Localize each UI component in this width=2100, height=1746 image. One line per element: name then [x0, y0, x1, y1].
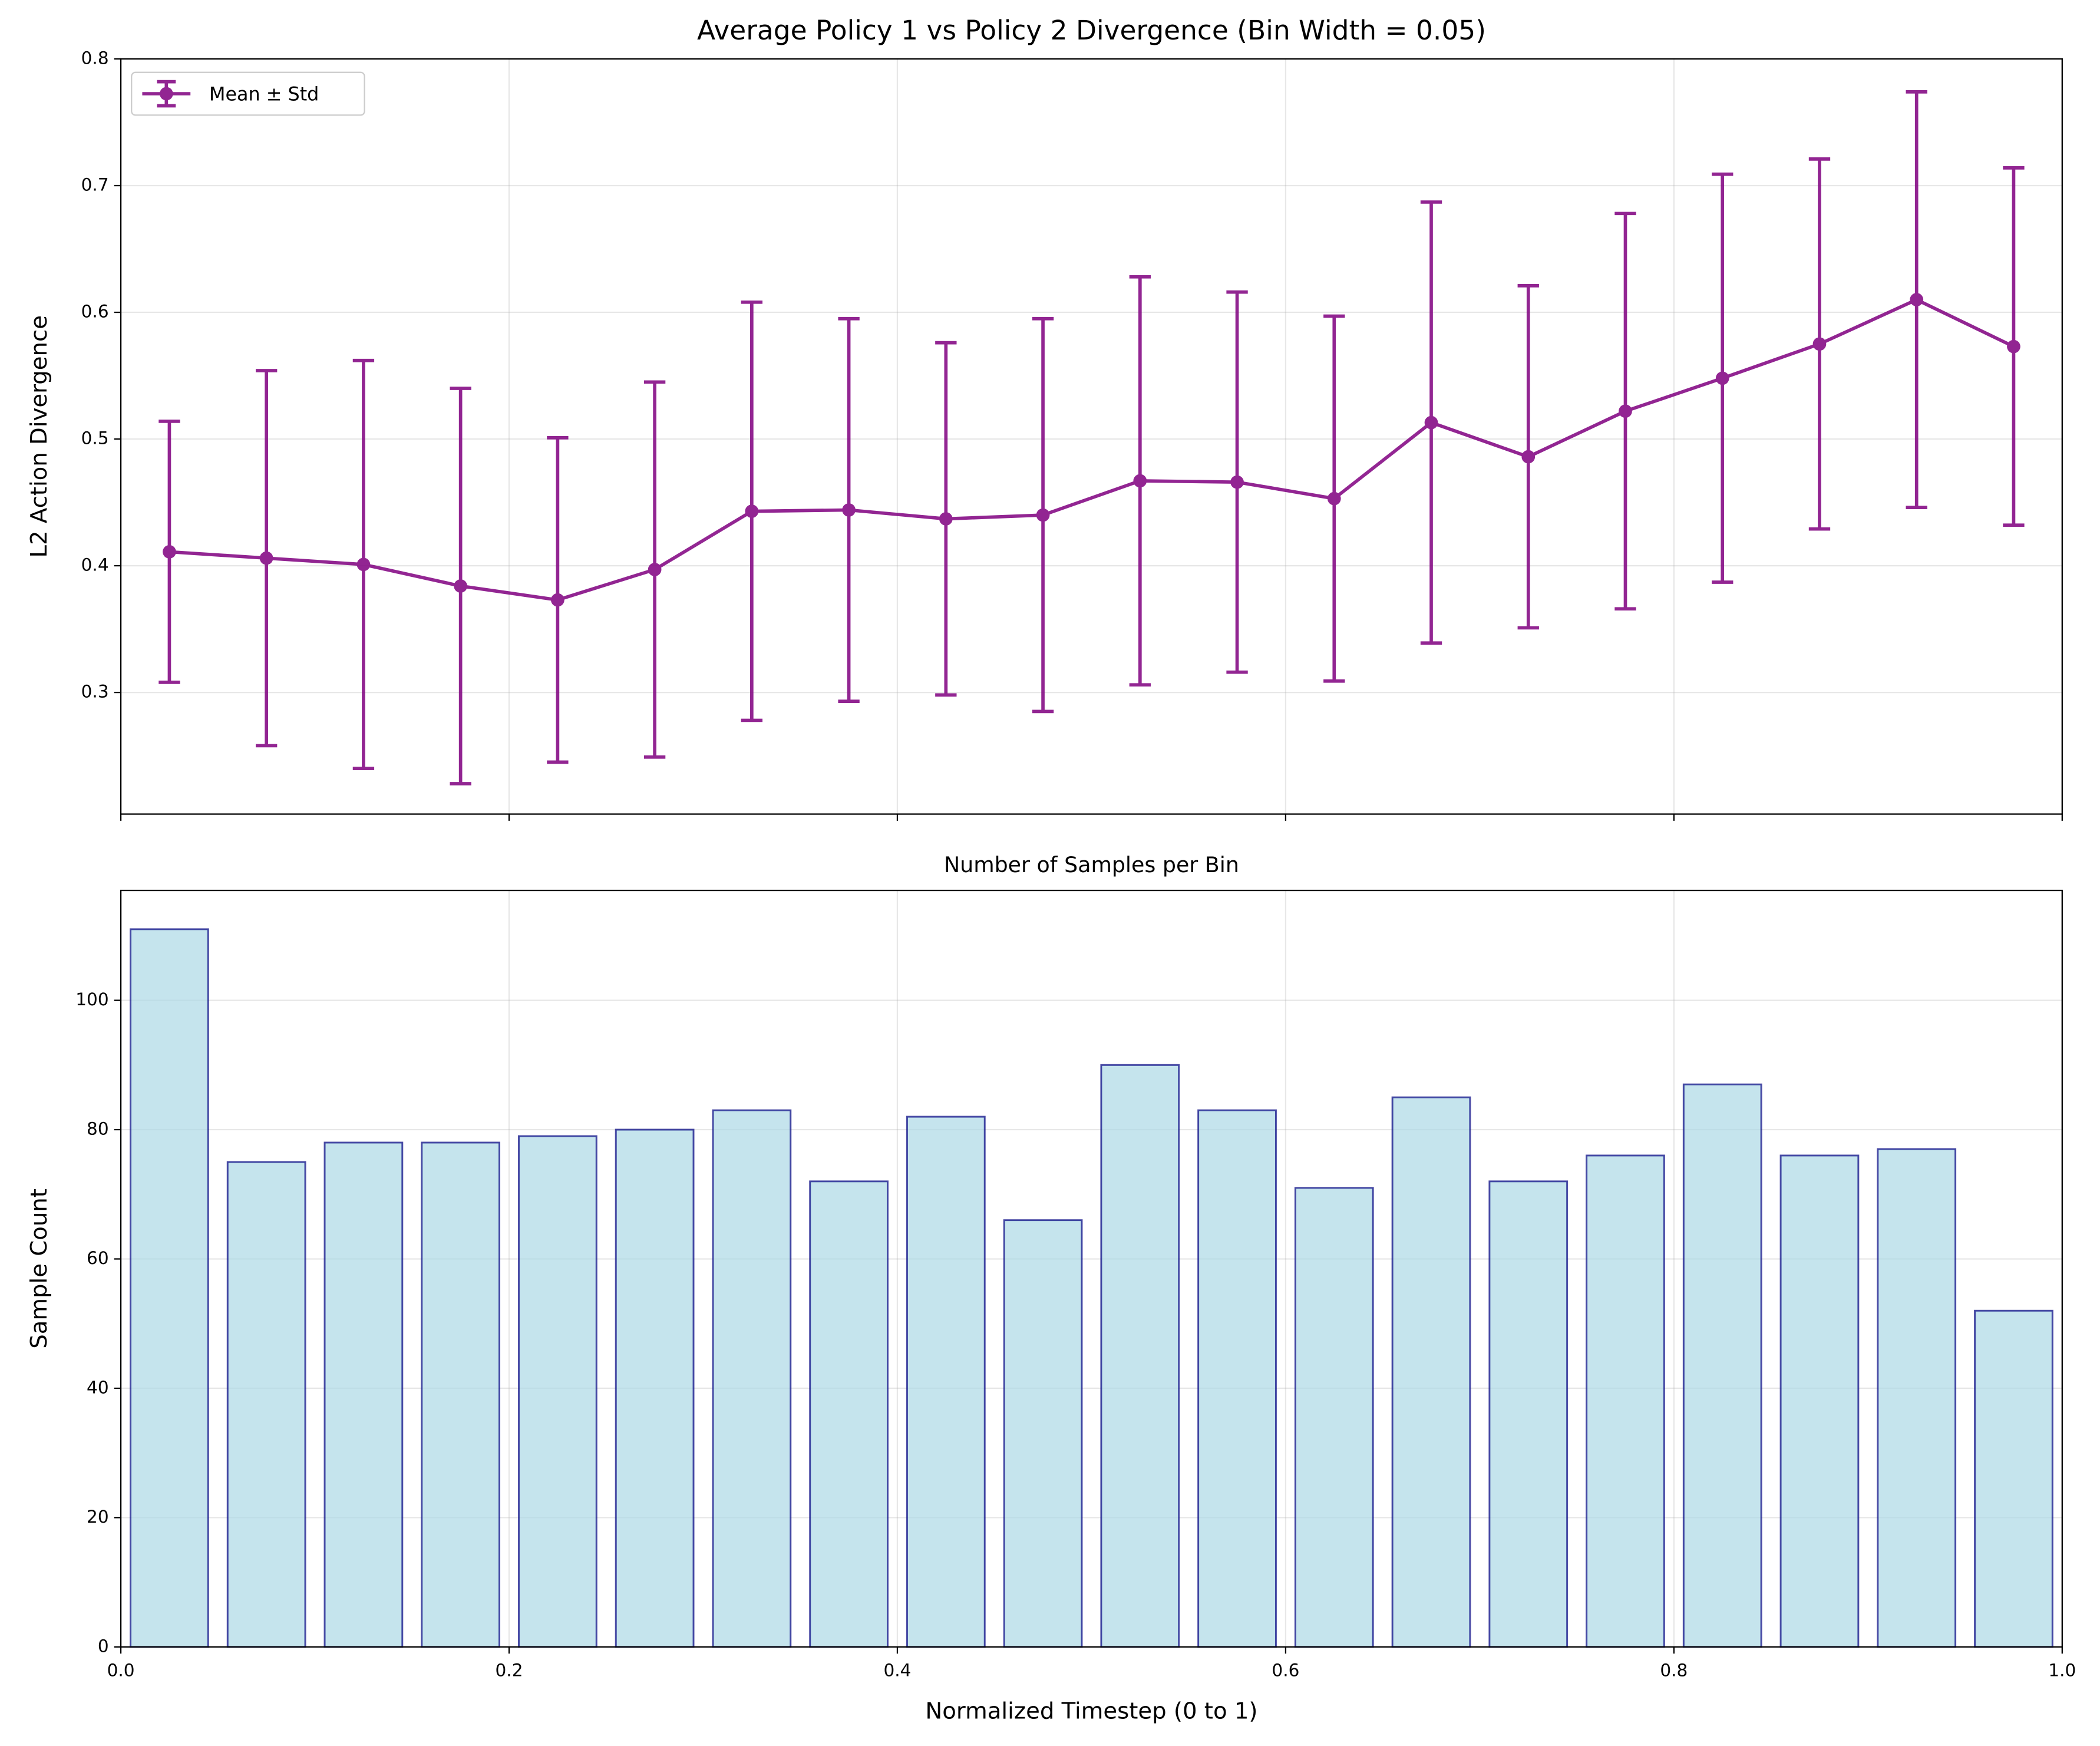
marker	[259, 551, 273, 565]
legend-symbol	[142, 80, 191, 108]
plot-frame	[120, 889, 2063, 1648]
marker	[163, 545, 176, 559]
x-tick-label: 0.8	[1660, 1660, 1688, 1680]
marker	[939, 512, 953, 526]
y-tick-label: 0.3	[81, 682, 109, 702]
bar	[421, 1141, 501, 1648]
chart-title: Number of Samples per Bin	[944, 852, 1239, 877]
x-tick-label: 0.4	[883, 1660, 911, 1680]
y-axis-label: Sample Count	[26, 1189, 52, 1349]
plot-frame	[120, 58, 2063, 815]
legend-marker	[159, 87, 173, 101]
chart-title: Average Policy 1 vs Policy 2 Divergence …	[697, 15, 1486, 46]
x-tick-label: 0.2	[496, 1660, 523, 1680]
y-tick-label: 0.7	[81, 175, 109, 195]
marker	[1133, 474, 1147, 488]
marker	[648, 563, 662, 576]
bar	[323, 1141, 404, 1648]
x-axis-label: Normalized Timestep (0 to 1)	[925, 1698, 1257, 1725]
bar	[809, 1180, 889, 1648]
bar	[1586, 1154, 1665, 1648]
bar	[615, 1128, 695, 1648]
marker	[356, 557, 371, 572]
bar	[1974, 1309, 2053, 1648]
bar	[1779, 1154, 1860, 1648]
bar	[1877, 1148, 1957, 1648]
marker	[1036, 508, 1050, 522]
marker	[1910, 293, 1924, 306]
bar	[130, 928, 209, 1648]
y-tick-label: 40	[87, 1377, 109, 1397]
y-axis-label: L2 Action Divergence	[26, 315, 52, 558]
bar	[712, 1109, 792, 1648]
x-tick-label: 0.6	[1272, 1660, 1299, 1680]
marker	[1424, 415, 1438, 430]
y-tick-label: 0.6	[81, 302, 109, 322]
marker	[842, 503, 856, 517]
legend-label: Mean ± Std	[209, 82, 319, 105]
marker	[1521, 450, 1536, 464]
marker	[1230, 475, 1244, 489]
bar	[518, 1135, 597, 1648]
marker	[1619, 404, 1632, 418]
y-tick-label: 80	[87, 1119, 109, 1139]
y-tick-label: 0.5	[81, 428, 109, 448]
x-tick-label: 1.0	[2048, 1660, 2076, 1680]
bar	[226, 1161, 306, 1648]
series	[159, 90, 2025, 785]
marker	[454, 579, 468, 593]
bar	[1100, 1064, 1180, 1648]
y-tick-label: 100	[75, 989, 108, 1009]
bar	[1488, 1180, 1569, 1648]
x-tick-label: 0.0	[107, 1660, 135, 1680]
legend-box	[131, 71, 365, 116]
y-tick-label: 20	[87, 1507, 109, 1527]
marker	[1812, 337, 1827, 351]
marker	[1715, 371, 1729, 385]
y-tick-label: 0	[98, 1636, 109, 1656]
bar	[1197, 1109, 1277, 1648]
bar	[1682, 1083, 1762, 1648]
y-tick-label: 0.4	[81, 555, 109, 575]
bar	[1294, 1187, 1374, 1648]
marker	[1327, 491, 1341, 506]
marker	[745, 504, 759, 518]
bar	[1003, 1219, 1083, 1648]
line	[169, 298, 2015, 602]
y-tick-label: 60	[87, 1248, 109, 1268]
marker	[551, 593, 564, 607]
marker	[2007, 339, 2020, 354]
y-tick-label: 0.8	[81, 48, 109, 68]
bar	[906, 1115, 986, 1648]
bar	[1391, 1096, 1471, 1648]
